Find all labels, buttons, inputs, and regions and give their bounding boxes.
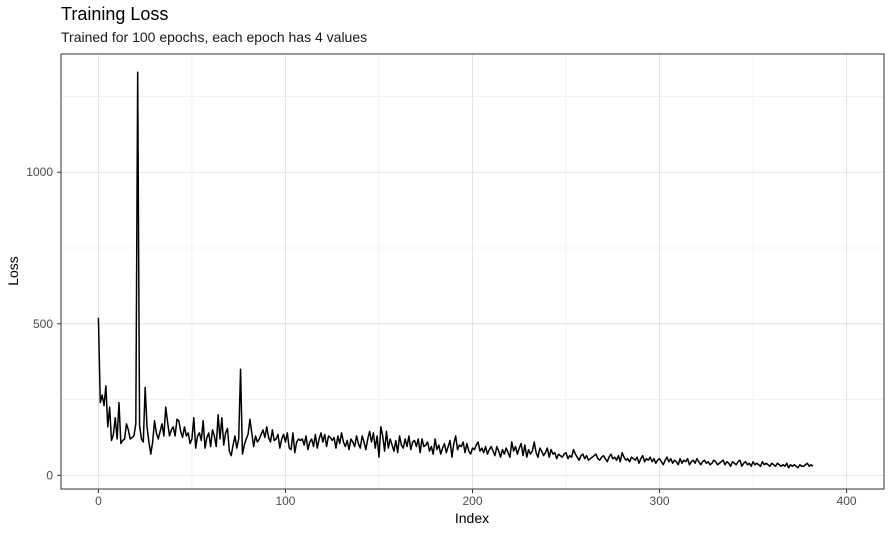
- x-tick-label: 400: [837, 494, 857, 508]
- x-tick-label: 200: [462, 494, 482, 508]
- x-axis-ticks: 0 100 200 300 400: [95, 489, 857, 508]
- x-tick-label: 300: [650, 494, 670, 508]
- y-axis-title: Loss: [5, 256, 21, 286]
- chart-title: Training Loss: [61, 4, 169, 24]
- series-layer: [97, 71, 814, 469]
- loss-line: [97, 71, 814, 469]
- x-tick-label: 0: [95, 494, 102, 508]
- chart-subtitle: Trained for 100 epochs, each epoch has 4…: [61, 29, 368, 45]
- y-tick-label: 1000: [26, 165, 53, 179]
- y-tick-label: 0: [46, 468, 53, 482]
- x-axis-title: Index: [455, 510, 489, 526]
- y-tick-label: 500: [33, 317, 53, 331]
- x-tick-label: 100: [275, 494, 295, 508]
- grid-lines: [61, 54, 884, 489]
- y-axis-ticks: 0 500 1000: [26, 165, 61, 482]
